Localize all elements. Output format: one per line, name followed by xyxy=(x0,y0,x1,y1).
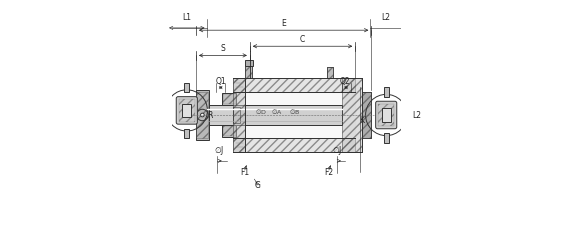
Text: S: S xyxy=(221,44,225,53)
Text: L1: L1 xyxy=(182,13,191,22)
Bar xyxy=(179,100,195,122)
FancyBboxPatch shape xyxy=(376,102,397,129)
Bar xyxy=(362,93,371,138)
FancyBboxPatch shape xyxy=(176,97,197,125)
Text: Q1: Q1 xyxy=(215,77,226,86)
Bar xyxy=(327,67,333,79)
Bar xyxy=(384,88,388,97)
Text: $\varnothing$J: $\varnothing$J xyxy=(332,144,342,157)
Text: K: K xyxy=(360,116,364,125)
Bar xyxy=(233,79,355,93)
Bar xyxy=(342,79,362,152)
Bar xyxy=(362,93,371,138)
Bar xyxy=(245,65,252,79)
Bar xyxy=(182,104,191,118)
Text: $\varnothing$J: $\varnothing$J xyxy=(214,144,224,157)
Circle shape xyxy=(201,114,204,117)
Bar xyxy=(382,109,391,122)
Text: $\varnothing$D: $\varnothing$D xyxy=(256,106,267,116)
FancyBboxPatch shape xyxy=(245,61,253,67)
Text: L2: L2 xyxy=(382,13,391,22)
Bar xyxy=(233,107,240,124)
Bar xyxy=(207,105,342,126)
Bar xyxy=(245,65,252,79)
Bar xyxy=(197,93,208,138)
Bar xyxy=(185,84,189,93)
Text: $\varnothing$A: $\varnothing$A xyxy=(272,106,283,116)
Text: C: C xyxy=(300,35,305,44)
Bar xyxy=(222,94,236,105)
Bar xyxy=(223,94,236,105)
Bar xyxy=(327,67,333,79)
Bar xyxy=(222,126,236,137)
Bar xyxy=(378,104,394,127)
Text: $\varnothing$B: $\varnothing$B xyxy=(289,106,300,116)
Text: L2: L2 xyxy=(413,111,422,120)
Bar xyxy=(233,79,245,152)
Text: F1: F1 xyxy=(240,167,249,176)
Text: Q2: Q2 xyxy=(340,77,350,86)
Bar xyxy=(384,134,388,143)
Bar xyxy=(233,138,355,152)
Bar xyxy=(185,129,189,138)
Bar xyxy=(223,126,236,137)
Text: R: R xyxy=(207,111,213,120)
Bar xyxy=(196,90,209,141)
Text: F2: F2 xyxy=(324,167,333,176)
Text: E: E xyxy=(281,19,286,28)
Text: G: G xyxy=(255,181,261,190)
